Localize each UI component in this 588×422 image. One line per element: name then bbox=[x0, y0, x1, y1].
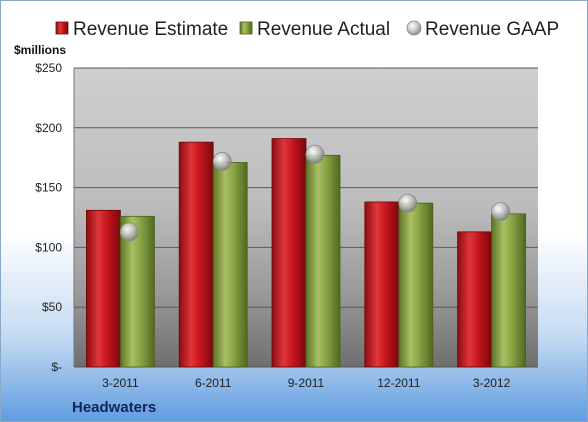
x-axis-tick-labels: 3-2011 6-2011 9-2011 12-2011 3-2012 bbox=[102, 376, 510, 390]
bar-revenue-actual bbox=[398, 202, 434, 368]
bar-revenue-estimate bbox=[178, 141, 214, 368]
gaap-markers bbox=[119, 144, 511, 242]
y-tick-label: $- bbox=[51, 360, 62, 374]
y-tick-label: $150 bbox=[35, 181, 62, 195]
marker-revenue-gaap bbox=[491, 202, 511, 221]
x-tick-label: 12-2011 bbox=[377, 376, 420, 390]
y-tick-label: $100 bbox=[35, 240, 62, 254]
x-tick-label: 9-2011 bbox=[288, 376, 325, 390]
bar-revenue-estimate bbox=[86, 209, 121, 368]
marker-revenue-gaap bbox=[212, 151, 232, 171]
legend-label: Revenue Estimate bbox=[73, 19, 228, 40]
marker-revenue-gaap bbox=[119, 222, 139, 242]
marker-revenue-gaap bbox=[305, 144, 325, 164]
legend-swatch-revenue-gaap bbox=[406, 20, 422, 36]
company-name: Headwaters bbox=[72, 399, 156, 416]
legend-label: Revenue Actual bbox=[257, 19, 390, 40]
marker-revenue-gaap bbox=[398, 193, 418, 213]
x-tick-label: 3-2012 bbox=[473, 376, 511, 390]
legend: Revenue Estimate Revenue Actual Revenue GA… bbox=[55, 19, 559, 40]
bar-revenue-estimate bbox=[364, 201, 400, 368]
x-tick-label: 6-2011 bbox=[195, 376, 232, 390]
bar-revenue-actual bbox=[305, 154, 341, 368]
bar-revenue-actual bbox=[120, 215, 155, 368]
y-tick-label: $200 bbox=[35, 121, 62, 135]
y-axis-unit-label: $millions bbox=[14, 43, 66, 57]
y-tick-label: $250 bbox=[35, 61, 62, 75]
y-tick-label: $50 bbox=[42, 300, 62, 314]
bar-revenue-actual bbox=[491, 213, 527, 368]
legend-swatch-revenue-estimate bbox=[55, 21, 69, 35]
bar-revenue-actual bbox=[212, 162, 248, 368]
legend-swatch-revenue-actual bbox=[239, 21, 253, 35]
x-tick-label: 3-2011 bbox=[102, 376, 139, 390]
bars bbox=[86, 138, 527, 368]
bar-revenue-estimate bbox=[457, 231, 493, 368]
y-axis-tick-labels: $- $50 $100 $150 $200 $250 bbox=[35, 61, 62, 374]
bar-revenue-estimate bbox=[271, 138, 307, 368]
legend-label: Revenue GAAP bbox=[425, 19, 559, 40]
